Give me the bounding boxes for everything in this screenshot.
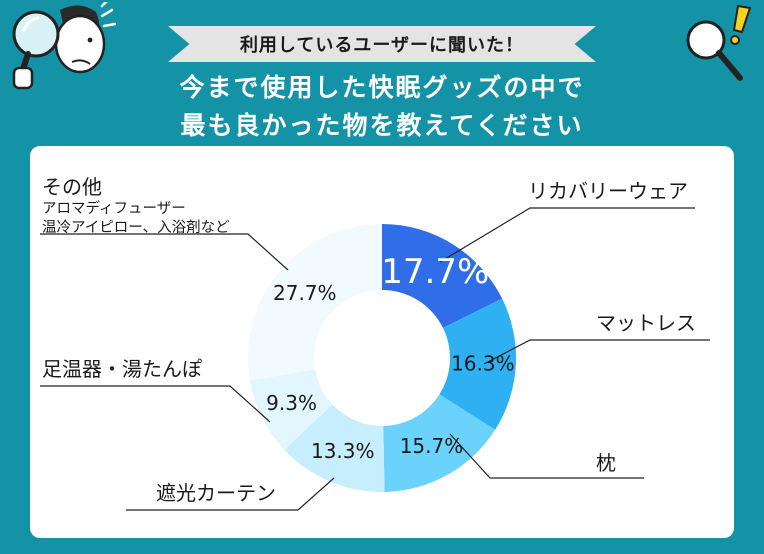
value-label-2: 16.3% xyxy=(451,351,515,375)
category-label-3: 枕 xyxy=(596,451,616,475)
value-label-6: 27.7% xyxy=(273,281,337,305)
slice-5 xyxy=(249,369,333,450)
leader-line-2 xyxy=(483,339,710,365)
leader-line-5 xyxy=(40,385,271,423)
person-magnifier-icon xyxy=(12,2,116,90)
category-label-4: 遮光カーテン xyxy=(156,481,276,505)
leader-line-6 xyxy=(40,233,289,271)
slice-6 xyxy=(247,224,382,381)
value-label-4: 13.3% xyxy=(311,439,375,463)
slice-1 xyxy=(382,224,503,328)
category-label-6: その他 xyxy=(42,175,102,199)
category-sublabel-1: アロマディフューザー xyxy=(42,199,186,217)
value-label-1: 17.7% xyxy=(381,252,489,292)
leader-line-4 xyxy=(126,477,335,511)
slice-2 xyxy=(439,298,517,430)
category-label-5: 足温器・湯たんぽ xyxy=(42,357,202,381)
headline-line-2: 最も良かった物を教えてください xyxy=(180,111,584,140)
chart-card: 17.7% 16.3% 15.7% 13.3% 9.3% 27.7% リカバリーウェアマッ… xyxy=(30,146,734,538)
category-sublabel-2: 温冷アイピロー、入浴剤など xyxy=(42,219,230,236)
magnifier-exclamation-icon xyxy=(686,4,752,81)
slice-3 xyxy=(383,394,496,492)
survey-banner: 利用しているユーザーに聞いた！ xyxy=(168,26,596,62)
leader-line-1 xyxy=(439,207,695,263)
headline-line-1: 今まで使用した快眠グッズの中で xyxy=(179,73,585,102)
donut-chart: 17.7% 16.3% 15.7% 13.3% 9.3% 27.7% リカバリーウェアマッ… xyxy=(40,175,710,511)
slice-4 xyxy=(284,404,385,492)
value-label-5: 9.3% xyxy=(266,391,317,415)
category-label-1: リカバリーウェア xyxy=(528,179,688,203)
value-label-3: 15.7% xyxy=(400,434,464,458)
category-label-2: マットレス xyxy=(596,311,696,335)
banner-text: 利用しているユーザーに聞いた！ xyxy=(239,35,525,56)
leader-line-3 xyxy=(449,433,644,479)
